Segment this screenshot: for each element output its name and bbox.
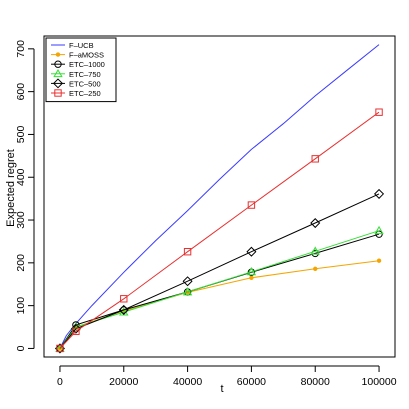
series-5 — [56, 108, 383, 353]
legend-marker — [54, 60, 62, 68]
y-tick-label: 300 — [15, 211, 27, 229]
legend-label: ETC–1000 — [69, 60, 105, 69]
y-axis-label: Expected regret — [5, 149, 17, 227]
data-point — [247, 268, 256, 276]
y-tick-label: 500 — [15, 126, 27, 144]
data-point — [70, 323, 81, 334]
x-tick-label: 100000 — [362, 376, 397, 388]
plot-frame — [43, 35, 396, 358]
y-tick-label: 700 — [15, 40, 27, 58]
data-point — [183, 248, 192, 256]
x-tick-label: 80000 — [301, 376, 330, 388]
legend-marker — [54, 89, 62, 97]
legend-label: ETC–500 — [69, 79, 101, 88]
data-point — [310, 246, 320, 255]
data-point — [120, 295, 128, 303]
y-tick-label: 200 — [15, 254, 27, 272]
y-tick-label: 600 — [15, 83, 27, 101]
data-point — [182, 287, 193, 296]
legend-marker — [53, 68, 63, 78]
data-point — [311, 155, 319, 163]
data-point — [247, 201, 256, 209]
series-line — [59, 193, 380, 349]
data-point — [374, 188, 385, 199]
series-line — [59, 233, 380, 349]
x-tick-label: 0 — [57, 376, 63, 388]
data-point — [120, 306, 128, 314]
x-axis-label: t — [220, 383, 223, 395]
legend-marker — [52, 78, 64, 89]
x-tick-label: 20000 — [109, 376, 138, 388]
series-1 — [57, 258, 382, 351]
data-point — [376, 258, 382, 263]
data-point — [374, 225, 384, 235]
y-tick-label: 0 — [15, 345, 27, 351]
legend-marker — [55, 52, 61, 57]
x-tick-label: 60000 — [237, 376, 266, 388]
legend-label: F–aMOSS — [69, 51, 104, 60]
data-point — [375, 108, 383, 116]
y-tick-label: 400 — [15, 168, 27, 186]
data-point — [310, 218, 321, 229]
x-tick-label: 40000 — [173, 376, 202, 388]
y-tick-label: 100 — [15, 297, 27, 315]
data-point — [56, 344, 64, 353]
legend-label: ETC–750 — [69, 70, 101, 79]
data-point — [72, 327, 80, 336]
series-line — [59, 260, 380, 349]
data-point — [313, 266, 318, 272]
legend-label: ETC–250 — [69, 89, 101, 98]
series-line — [59, 230, 380, 349]
data-point — [246, 266, 257, 276]
data-point — [246, 246, 257, 257]
series-line — [59, 111, 380, 349]
series-4 — [54, 188, 385, 354]
series-3 — [55, 225, 384, 352]
data-point — [182, 276, 193, 287]
data-point — [118, 304, 129, 315]
legend-label: F–UCB — [69, 41, 94, 50]
data-point — [249, 275, 254, 281]
